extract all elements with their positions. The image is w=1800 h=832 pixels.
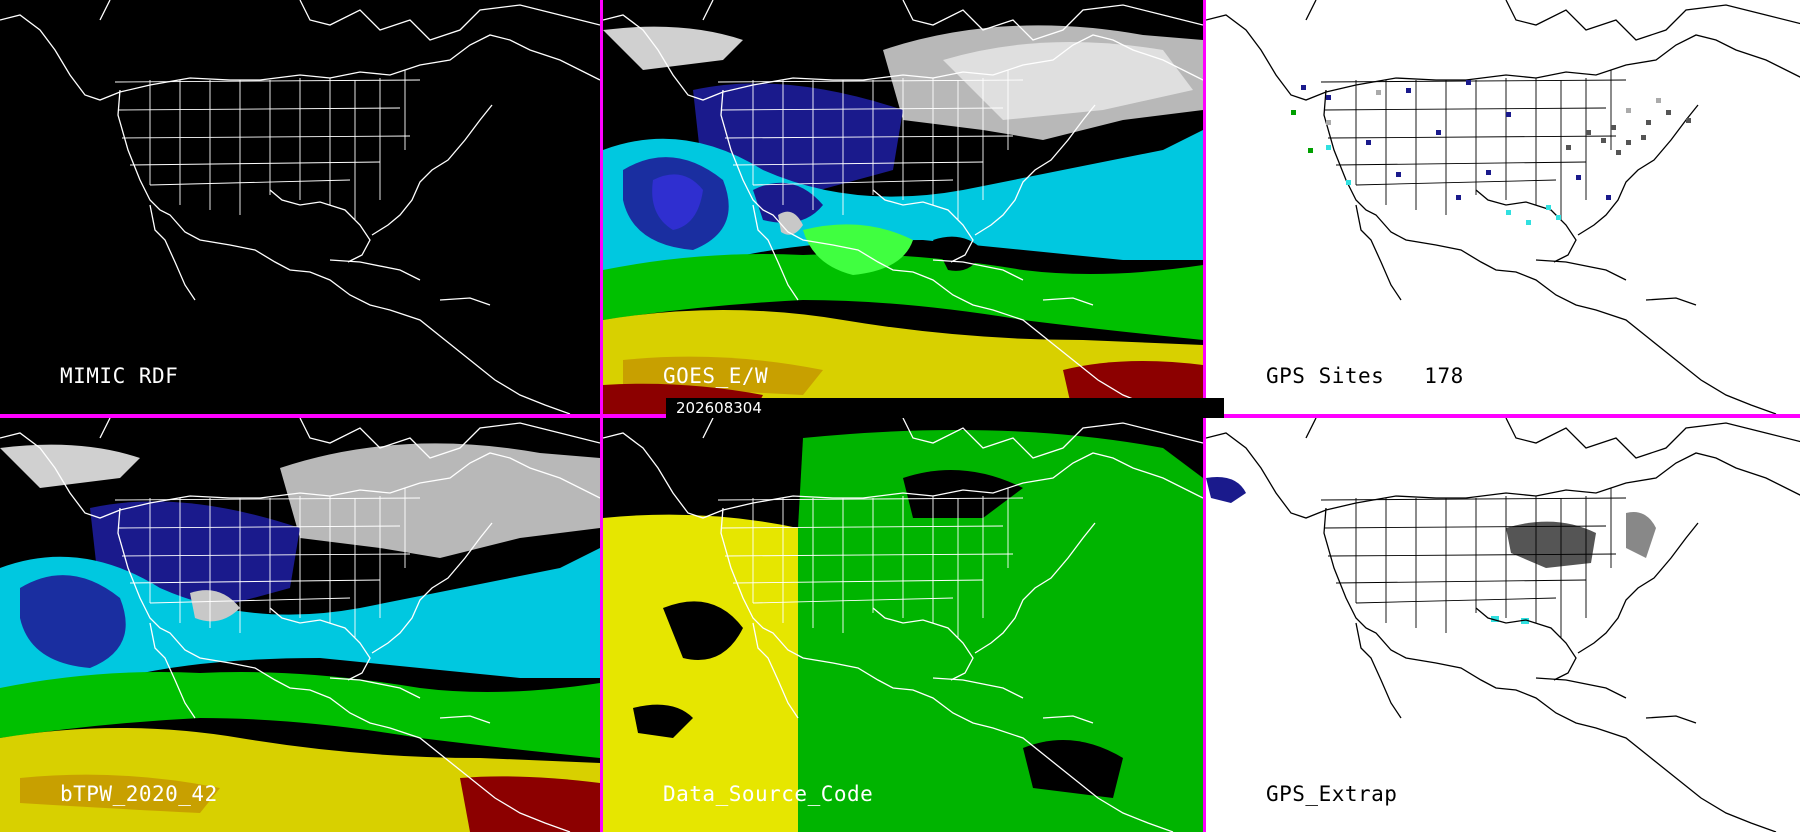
panel-label: GPS Sites 178 bbox=[1266, 364, 1464, 388]
panel-label: bTPW_2020_42 bbox=[60, 782, 218, 806]
panel-goes-ew: GOES_E/W bbox=[603, 0, 1203, 414]
panel-mimic-rdf: MIMIC RDF bbox=[0, 0, 600, 414]
panel-label: Data_Source_Code bbox=[663, 782, 874, 806]
panel-label-text: GPS Sites bbox=[1266, 364, 1385, 388]
panel-gps-sites: GPS Sites 178 bbox=[1206, 0, 1800, 414]
panel-btpw: bTPW_2020_42 bbox=[0, 418, 600, 832]
panel-label: GPS_Extrap bbox=[1266, 782, 1398, 806]
tpw-field bbox=[0, 418, 600, 832]
panel-label: GOES_E/W bbox=[663, 364, 769, 388]
gps-sites-map bbox=[1206, 0, 1800, 414]
panel-data-source-code: Data_Source_Code bbox=[603, 418, 1203, 832]
site-count: 178 bbox=[1424, 364, 1464, 388]
tpw-field bbox=[603, 0, 1203, 414]
gps-extrap-map bbox=[1206, 418, 1800, 832]
panel-gps-extrap: GPS_Extrap bbox=[1206, 418, 1800, 832]
source-field bbox=[603, 418, 1203, 832]
map-outline-icon bbox=[0, 0, 600, 414]
timestamp-label: 202608304 bbox=[666, 398, 1224, 418]
panel-label: MIMIC RDF bbox=[60, 364, 179, 388]
